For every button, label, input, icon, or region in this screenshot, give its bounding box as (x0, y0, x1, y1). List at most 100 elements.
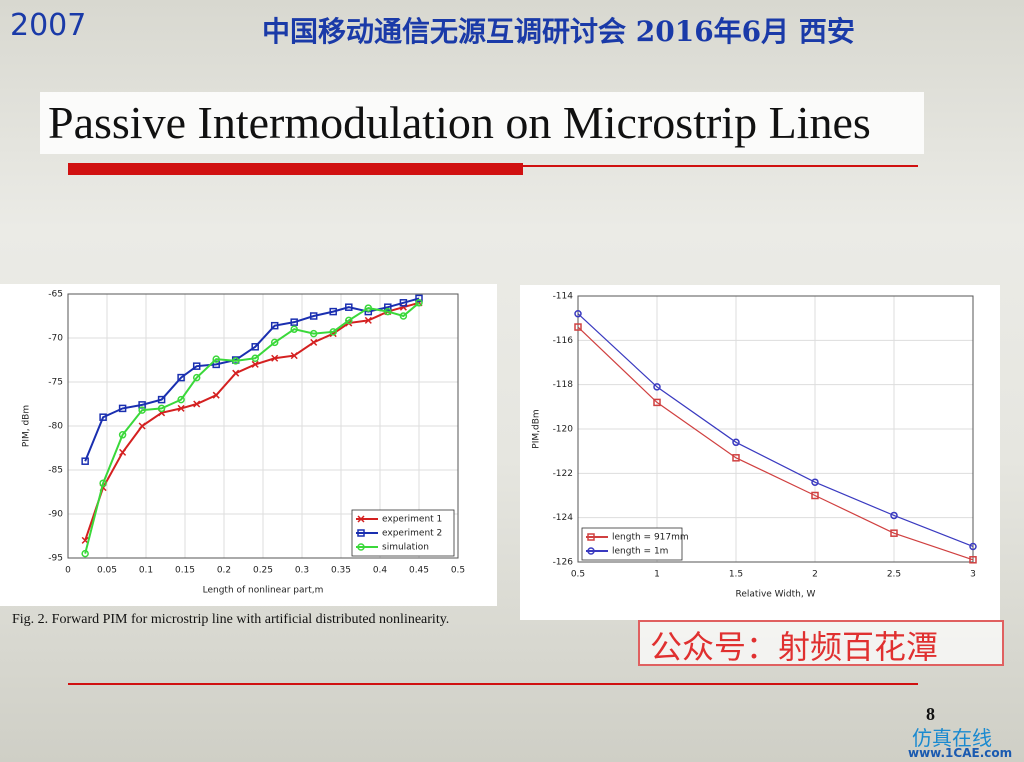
x-tick-label: 1 (654, 570, 660, 580)
legend-label: length = 1m (612, 547, 668, 557)
marker (357, 515, 365, 523)
marker (157, 395, 166, 404)
plot-frame (577, 295, 974, 563)
legend-label: length = 917mm (612, 533, 689, 543)
watermark: 公众号：射频百花潭 (650, 628, 939, 666)
marker (587, 533, 595, 541)
marker (811, 478, 819, 486)
y-axis-label: PIM,dBm (532, 409, 542, 448)
x-tick-label: 1.5 (729, 570, 743, 580)
marker (212, 391, 220, 399)
marker (157, 404, 166, 413)
y-tick-label: -122 (553, 469, 573, 479)
plot-frame (67, 293, 459, 559)
y-tick-label: -116 (553, 336, 574, 346)
marker (99, 413, 107, 421)
x-tick-label: 2 (812, 570, 818, 580)
marker (251, 354, 259, 362)
x-tick-label: 0.4 (373, 566, 388, 576)
y-tick-label: -85 (48, 466, 63, 476)
marker (415, 294, 423, 303)
marker (329, 328, 337, 336)
y-tick-label: -65 (48, 290, 63, 300)
x-tick-label: 3 (970, 570, 976, 580)
marker (251, 360, 259, 368)
x-tick-label: 0.35 (331, 566, 351, 576)
marker (271, 354, 279, 362)
title-rule (523, 165, 918, 167)
page-number: 8 (926, 704, 935, 724)
marker (890, 529, 898, 537)
marker (231, 357, 240, 365)
marker (251, 343, 259, 351)
series-line (84, 302, 420, 554)
marker (290, 325, 298, 333)
legend-box (351, 509, 455, 557)
y-tick-label: -90 (48, 510, 63, 520)
marker (587, 547, 595, 555)
marker (192, 362, 201, 370)
marker (574, 323, 582, 331)
legend-label: experiment 1 (382, 515, 442, 525)
title: Passive Intermodulation on Microstrip Li… (48, 97, 871, 148)
marker (345, 303, 353, 311)
y-tick-label: -126 (553, 558, 574, 568)
y-tick-label: -70 (48, 334, 63, 344)
bottom-rule (68, 683, 918, 685)
x-axis-label: Relative Width, W (736, 590, 816, 600)
y-tick-label: -95 (48, 554, 63, 564)
marker (177, 373, 185, 382)
marker (399, 312, 408, 320)
y-tick-label: -80 (48, 422, 63, 432)
marker (81, 457, 89, 465)
marker (177, 404, 185, 412)
marker (270, 338, 279, 347)
marker (384, 303, 392, 311)
x-tick-label: 0.45 (409, 566, 429, 576)
y-tick-label: -114 (553, 292, 574, 302)
marker (811, 491, 819, 500)
marker (192, 373, 201, 382)
marker (138, 422, 146, 430)
marker (329, 307, 337, 316)
marker (357, 543, 365, 551)
x-tick-label: 0.25 (253, 566, 273, 576)
marker (118, 431, 127, 439)
caption: Fig. 2. Forward PIM for microstrip line … (12, 612, 449, 627)
marker (357, 529, 365, 537)
x-tick-label: 2.5 (887, 570, 901, 580)
url: www.1CAE.com (908, 746, 1013, 760)
marker (290, 352, 298, 360)
year: 2007 (10, 8, 87, 43)
marker (309, 312, 318, 320)
marker (732, 438, 740, 447)
x-tick-label: 0.2 (217, 566, 231, 576)
marker (969, 556, 977, 564)
marker (364, 316, 372, 324)
title-box (40, 92, 924, 154)
y-axis-label: PIM, dBm (22, 405, 32, 447)
brand: 仿真在线 (912, 726, 992, 750)
x-tick-label: 0.3 (295, 566, 309, 576)
marker (653, 383, 661, 391)
marker (732, 454, 740, 462)
marker (653, 398, 661, 407)
legend-box (581, 527, 683, 561)
marker (290, 318, 298, 326)
marker (310, 338, 318, 346)
marker (969, 542, 977, 551)
marker (364, 304, 373, 312)
series-line (577, 313, 974, 548)
x-tick-label: 0.05 (97, 566, 117, 576)
marker (138, 406, 146, 414)
marker (118, 404, 127, 413)
marker (345, 316, 353, 325)
marker (212, 355, 220, 363)
marker (399, 299, 408, 307)
y-tick-label: -120 (553, 425, 574, 435)
legend-label: experiment 2 (382, 529, 442, 539)
marker (99, 479, 107, 487)
watermark-box (638, 620, 1004, 666)
